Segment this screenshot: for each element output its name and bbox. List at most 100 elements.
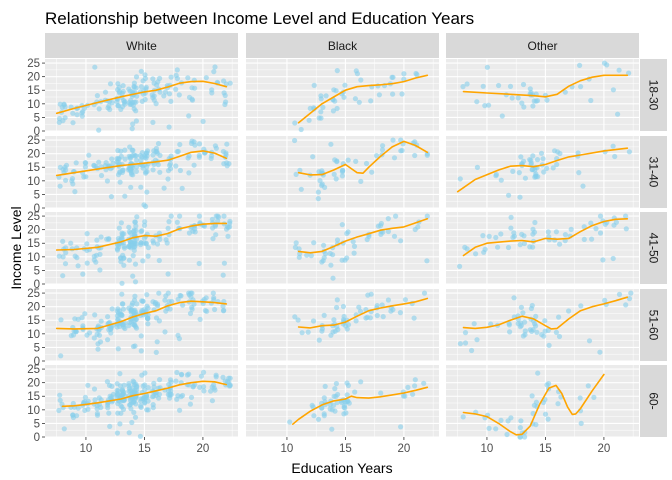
- data-point: [480, 83, 486, 89]
- data-point: [507, 83, 514, 89]
- data-point: [379, 302, 385, 308]
- data-point: [212, 306, 218, 313]
- data-point: [517, 194, 523, 200]
- data-point: [220, 303, 226, 309]
- column-strip-label: White: [126, 39, 157, 53]
- data-point: [131, 83, 137, 90]
- data-point: [319, 405, 325, 411]
- data-point: [119, 387, 125, 393]
- data-point: [333, 381, 339, 387]
- data-point: [364, 236, 370, 243]
- data-point: [144, 148, 151, 154]
- data-point: [156, 257, 162, 264]
- data-point: [138, 333, 144, 339]
- data-point: [308, 253, 314, 259]
- data-point: [94, 93, 100, 99]
- data-point: [600, 257, 606, 263]
- data-point: [173, 163, 179, 169]
- data-point: [97, 251, 103, 257]
- data-point: [511, 233, 517, 239]
- data-point: [498, 231, 504, 237]
- data-point: [421, 290, 428, 296]
- data-point: [115, 400, 121, 407]
- data-point: [385, 297, 391, 303]
- y-tick-label: 20: [27, 225, 40, 237]
- data-point: [175, 393, 181, 399]
- data-point: [107, 423, 113, 429]
- data-point: [517, 425, 524, 431]
- data-point: [174, 149, 180, 155]
- data-point: [155, 79, 161, 85]
- data-point: [391, 233, 398, 239]
- data-point: [105, 314, 111, 320]
- row-strip: [640, 365, 667, 437]
- data-point: [597, 349, 603, 355]
- data-point: [509, 95, 515, 101]
- data-point: [196, 213, 202, 219]
- data-point: [70, 120, 76, 126]
- data-point: [208, 155, 214, 162]
- data-point: [591, 394, 597, 400]
- data-point: [127, 155, 133, 161]
- data-point: [297, 167, 303, 173]
- data-point: [161, 185, 167, 191]
- panel-background: [446, 59, 639, 131]
- x-tick-label: 10: [80, 443, 93, 455]
- y-tick-label: 5: [34, 265, 40, 277]
- data-point: [486, 233, 492, 239]
- data-point: [331, 402, 337, 408]
- data-point: [474, 337, 480, 343]
- data-point: [544, 165, 550, 171]
- data-point: [322, 251, 329, 257]
- data-point: [311, 413, 317, 419]
- data-point: [179, 185, 185, 191]
- y-tick-label: 0: [34, 126, 40, 138]
- data-point: [530, 231, 536, 237]
- y-tick-label: 15: [27, 391, 40, 403]
- data-point: [133, 118, 139, 124]
- data-point: [163, 308, 169, 314]
- smooth-line: [55, 222, 228, 251]
- data-point: [580, 183, 586, 189]
- data-point: [508, 214, 514, 220]
- data-point: [505, 244, 512, 251]
- data-point: [493, 234, 499, 241]
- y-tick-label: 15: [27, 162, 40, 174]
- row-strip: [640, 289, 667, 361]
- data-point: [390, 137, 396, 143]
- smooth-line: [462, 373, 605, 436]
- data-point: [85, 382, 91, 388]
- data-point: [223, 150, 229, 156]
- data-point: [126, 100, 133, 106]
- data-point: [321, 242, 327, 248]
- data-point: [588, 220, 594, 226]
- smooth-line: [61, 380, 228, 408]
- data-point: [200, 118, 206, 124]
- data-point: [126, 224, 132, 230]
- data-point: [142, 96, 148, 103]
- data-point: [196, 154, 202, 160]
- data-point: [91, 386, 98, 392]
- data-point: [345, 229, 351, 235]
- y-tick-label: 15: [27, 238, 40, 250]
- data-point: [168, 153, 174, 159]
- data-point: [134, 157, 140, 163]
- data-point: [295, 317, 301, 323]
- data-point: [310, 318, 317, 324]
- data-point: [96, 127, 102, 133]
- data-point: [311, 240, 317, 246]
- data-point: [145, 407, 151, 413]
- data-point: [222, 378, 228, 384]
- data-point: [342, 257, 348, 263]
- data-point: [166, 219, 172, 225]
- data-point: [484, 64, 490, 70]
- data-point: [462, 330, 469, 336]
- data-point: [581, 224, 587, 230]
- data-point: [186, 94, 193, 100]
- data-point: [539, 332, 545, 338]
- data-point: [119, 280, 125, 286]
- data-point: [145, 321, 151, 327]
- data-point: [108, 330, 114, 336]
- facet-panel: [446, 59, 639, 132]
- data-point: [82, 164, 88, 170]
